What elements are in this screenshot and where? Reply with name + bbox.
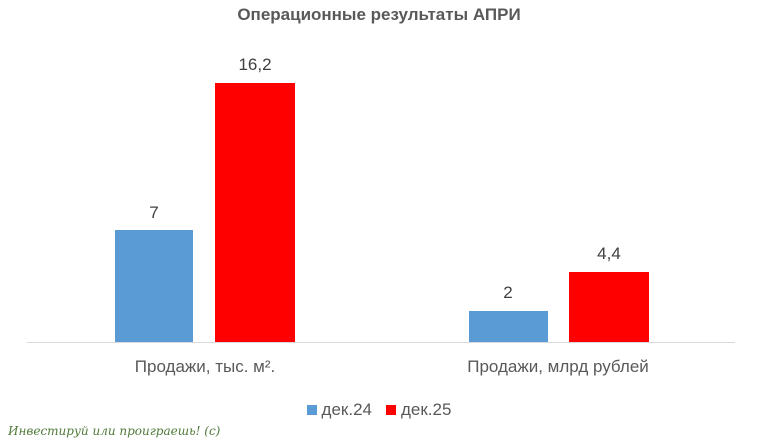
watermark: Инвестируй или проиграешь! (c) — [8, 424, 221, 438]
legend-item-dec25: дек.25 — [386, 400, 451, 420]
legend-label-dec25: дек.25 — [401, 400, 452, 419]
legend-item-dec24: дек.24 — [306, 400, 372, 420]
category-label-sales-sqm: Продажи, тыс. м². — [134, 357, 276, 376]
bar-dec25-sales-rub — [569, 272, 649, 342]
bar-dec24-sales-sqm — [115, 230, 193, 342]
bar-dec25-sales-sqm — [215, 83, 295, 342]
x-axis-line — [27, 342, 735, 343]
legend: дек.24 дек.25 — [0, 400, 758, 420]
legend-label-dec24: дек.24 — [321, 400, 372, 419]
bar-dec24-sales-rub — [469, 311, 548, 342]
legend-swatch-blue-icon — [306, 405, 317, 415]
data-label-dec25-sales-rub: 4,4 — [597, 244, 621, 263]
data-label-dec24-sales-sqm: 7 — [149, 203, 159, 222]
category-label-sales-rub: Продажи, млрд рублей — [467, 357, 649, 376]
chart-title: Операционные результаты АПРИ — [237, 5, 521, 24]
data-label-dec25-sales-sqm: 16,2 — [238, 55, 272, 74]
data-label-dec24-sales-rub: 2 — [503, 283, 513, 302]
legend-swatch-red-icon — [386, 405, 396, 415]
